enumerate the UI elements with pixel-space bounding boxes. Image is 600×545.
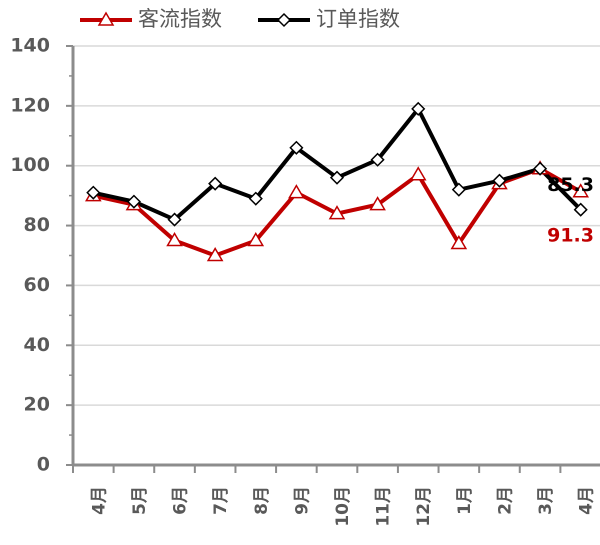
y-tick-label: 140 bbox=[10, 35, 50, 57]
marker bbox=[166, 232, 183, 247]
marker bbox=[451, 182, 466, 197]
x-tick-label: 4月 bbox=[89, 486, 109, 515]
marker bbox=[206, 247, 224, 262]
x-tick-label: 2月 bbox=[495, 486, 515, 515]
marker bbox=[167, 212, 182, 227]
y-tick-label: 40 bbox=[24, 334, 50, 356]
data-label: 91.3 bbox=[547, 224, 594, 246]
x-tick-label: 3月 bbox=[536, 486, 556, 515]
marker bbox=[289, 140, 304, 155]
x-tick-label: 10月 bbox=[333, 486, 353, 527]
legend-label: 客流指数 bbox=[138, 7, 222, 31]
marker bbox=[369, 196, 386, 211]
x-tick-label: 9月 bbox=[292, 486, 312, 515]
series-line bbox=[92, 106, 583, 222]
marker bbox=[573, 202, 588, 217]
x-tick-label: 8月 bbox=[252, 486, 272, 515]
x-tick-label: 7月 bbox=[211, 486, 231, 515]
y-tick-label: 80 bbox=[24, 214, 50, 236]
marker bbox=[97, 11, 115, 26]
marker bbox=[409, 166, 427, 181]
x-tick-label: 4月 bbox=[577, 486, 597, 515]
data-label: 85.3 bbox=[547, 174, 594, 196]
marker bbox=[370, 152, 385, 167]
marker bbox=[126, 194, 141, 209]
marker bbox=[492, 173, 507, 188]
x-tick-label: 1月 bbox=[455, 486, 475, 515]
marker bbox=[288, 184, 305, 199]
marker bbox=[328, 205, 346, 220]
marker bbox=[208, 176, 223, 191]
legend-label: 订单指数 bbox=[316, 7, 400, 31]
marker bbox=[329, 170, 345, 185]
y-tick-label: 100 bbox=[10, 154, 50, 176]
x-tick-label: 11月 bbox=[374, 486, 394, 527]
y-tick-label: 60 bbox=[24, 274, 50, 296]
y-tick-label: 20 bbox=[24, 394, 50, 416]
x-tick-label: 5月 bbox=[130, 486, 150, 515]
y-tick-label: 0 bbox=[37, 454, 50, 476]
marker bbox=[411, 101, 426, 116]
marker bbox=[248, 191, 263, 206]
marker bbox=[247, 232, 265, 247]
marker bbox=[572, 183, 589, 198]
marker bbox=[533, 161, 548, 176]
y-tick-label: 120 bbox=[10, 94, 50, 116]
marker bbox=[276, 12, 292, 28]
x-tick-label: 6月 bbox=[171, 486, 191, 515]
x-tick-label: 12月 bbox=[414, 486, 434, 527]
marker bbox=[86, 185, 101, 200]
marker bbox=[450, 235, 468, 250]
